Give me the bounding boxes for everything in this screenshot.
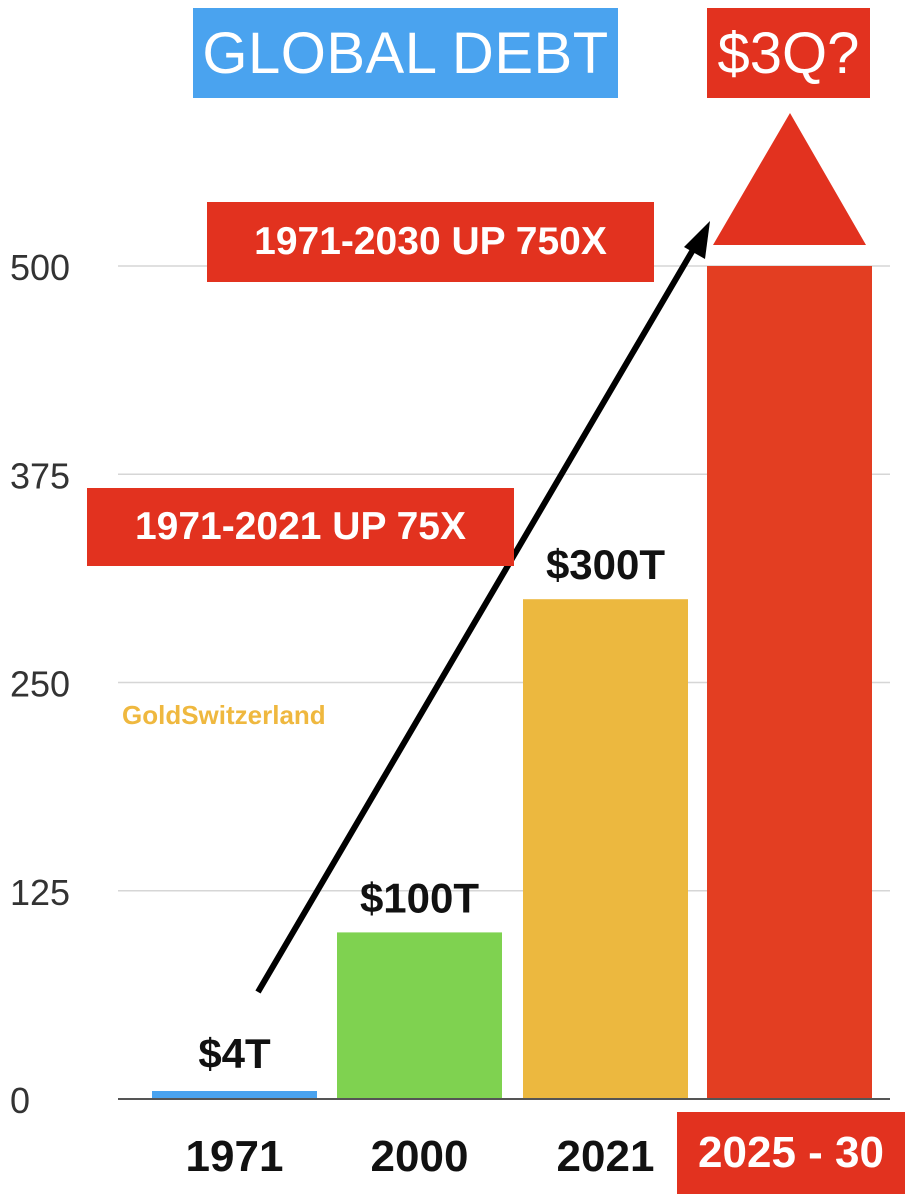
y-tick-label: 375 xyxy=(10,455,70,496)
bar-2000 xyxy=(337,932,502,1099)
value-label: $300T xyxy=(546,541,665,588)
growth-trend-arrow xyxy=(255,221,710,994)
x-tick-label: 2021 xyxy=(557,1132,655,1181)
chart-title: GLOBAL DEBT xyxy=(193,8,618,98)
y-tick-label: 125 xyxy=(10,872,70,913)
x-tick-label: 2000 xyxy=(371,1132,469,1181)
annotation-1971-2030: 1971-2030 UP 750X xyxy=(207,202,654,282)
annotation-1971-2021: 1971-2021 UP 75X xyxy=(87,488,514,566)
bar-2021 xyxy=(523,599,688,1099)
y-axis-ticks: 0 125 250 375 500 xyxy=(10,247,70,1121)
bars xyxy=(152,266,872,1099)
up-arrow-icon xyxy=(713,113,866,245)
bar-1971 xyxy=(152,1091,317,1099)
bar-2025-30 xyxy=(707,266,872,1099)
value-label: $100T xyxy=(360,874,479,921)
watermark: GoldSwitzerland xyxy=(122,700,326,730)
y-tick-label: 500 xyxy=(10,247,70,288)
x-axis-labels: 1971 2000 2021 xyxy=(186,1132,655,1181)
value-labels: $4T $100T $300T xyxy=(198,541,665,1077)
y-tick-label: 250 xyxy=(10,664,70,705)
three-quadrillion-badge: $3Q? xyxy=(707,8,870,98)
value-label: $4T xyxy=(198,1030,271,1077)
y-tick-label: 0 xyxy=(10,1080,30,1121)
x-label-2025-30: 2025 - 30 xyxy=(677,1112,905,1194)
x-tick-label: 1971 xyxy=(186,1132,284,1181)
